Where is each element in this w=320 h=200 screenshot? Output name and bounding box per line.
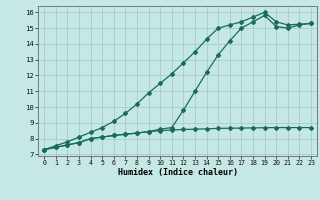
X-axis label: Humidex (Indice chaleur): Humidex (Indice chaleur)	[118, 168, 238, 177]
